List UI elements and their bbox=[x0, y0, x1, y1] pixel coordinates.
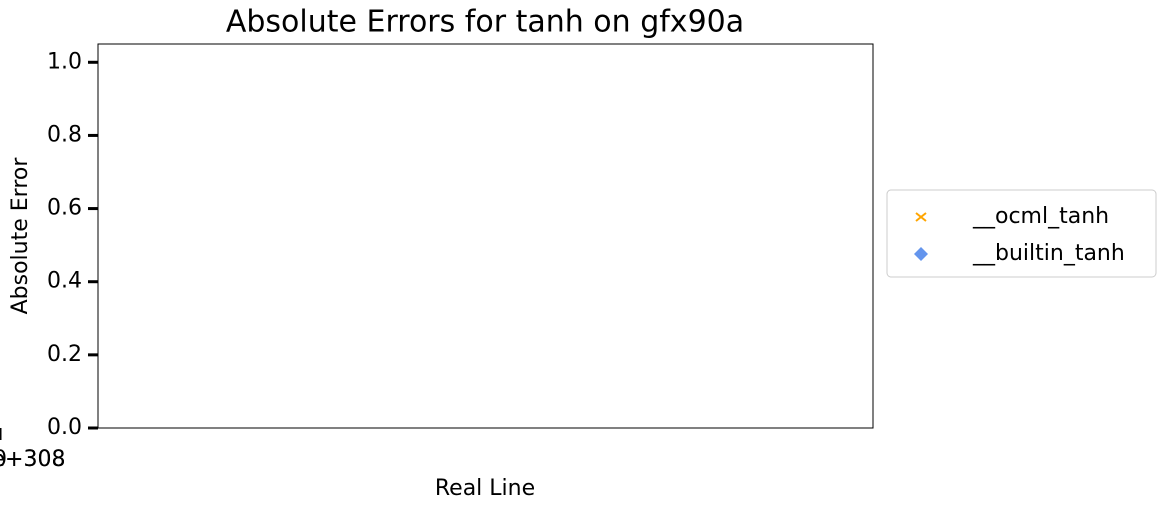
x-tick-label: -1.80e+308 bbox=[0, 447, 65, 472]
legend-label: __ocml_tanh bbox=[972, 204, 1109, 229]
y-tick-label: 1.0 bbox=[47, 49, 82, 74]
x-tick-label: 0 bbox=[0, 447, 7, 472]
legend-marker bbox=[914, 247, 928, 261]
y-tick-label: 0.4 bbox=[47, 269, 82, 294]
y-tick-label: 0.8 bbox=[47, 122, 82, 147]
y-tick-label: 0.6 bbox=[47, 196, 82, 221]
plot-frame bbox=[97, 43, 874, 429]
x-axis-label: Real Line bbox=[435, 476, 535, 501]
y-tick-label: 0.0 bbox=[47, 415, 82, 440]
y-tick-label: 0.2 bbox=[47, 342, 82, 367]
legend-frame bbox=[886, 189, 1157, 278]
x-tick-label: -1.80e+308 bbox=[0, 447, 65, 472]
legend: __ocml_tanh __builtin_tanh bbox=[886, 189, 1157, 278]
legend-marker bbox=[915, 212, 927, 222]
legend-label: __builtin_tanh bbox=[972, 241, 1125, 266]
y-axis-label: Absolute Error bbox=[8, 157, 33, 315]
chart-title: Absolute Errors for tanh on gfx90a bbox=[226, 5, 744, 40]
